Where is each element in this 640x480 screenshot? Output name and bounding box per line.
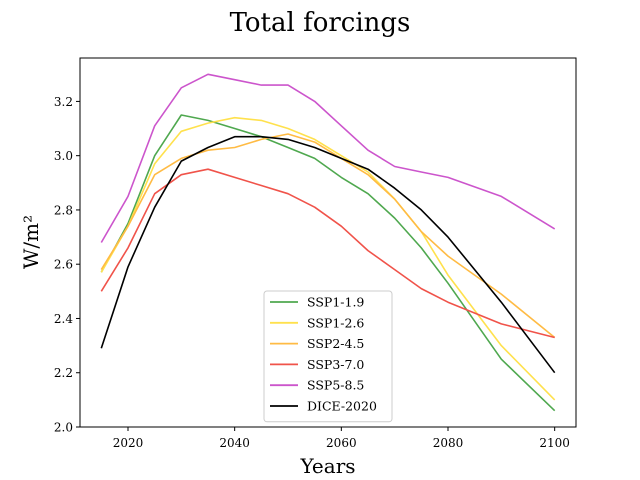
series-line-ssp5-8-5 [100, 73, 556, 243]
y-tick-label: 2.4 [54, 312, 73, 326]
x-axis-ticks: 2020 2040 2060 2080 2100 [113, 427, 570, 450]
x-axis-label: Years [299, 454, 355, 478]
legend: SSP1-1.9 SSP1-2.6 SSP2-4.5 SSP3-7.0 SSP5-8.5… [263, 290, 393, 423]
plot-frame [79, 57, 577, 428]
plot-series [100, 73, 556, 412]
legend-label-ssp3-7-0: SSP3-7.0 [307, 357, 364, 372]
series-line-ssp2-4-5 [100, 133, 556, 339]
legend-label-ssp1-1-9: SSP1-1.9 [307, 295, 364, 310]
chart-title: Total forcings [230, 8, 411, 38]
y-axis-label: W/m² [19, 215, 43, 269]
legend-label-ssp5-8-5: SSP5-8.5 [307, 378, 364, 393]
x-tick-label: 2040 [219, 436, 250, 450]
y-tick-label: 2.6 [54, 258, 73, 272]
y-tick-label: 3.0 [54, 149, 73, 163]
legend-label-dice-2020: DICE-2020 [307, 399, 377, 414]
x-tick-label: 2100 [539, 436, 570, 450]
series-line-ssp1-1-9 [100, 114, 556, 412]
series-line-dice-2020 [100, 135, 556, 374]
legend-label-ssp2-4-5: SSP2-4.5 [307, 336, 364, 351]
x-tick-label: 2020 [113, 436, 144, 450]
x-tick-label: 2080 [433, 436, 464, 450]
y-tick-label: 2.8 [54, 203, 73, 217]
y-axis-ticks: 2.0 2.2 2.4 2.6 2.8 3.0 3.2 [54, 95, 80, 435]
legend-label-ssp1-2-6: SSP1-2.6 [307, 315, 364, 330]
y-tick-label: 2.2 [54, 366, 73, 380]
legend-box [263, 290, 393, 423]
series-line-ssp1-2-6 [100, 116, 556, 401]
y-tick-label: 3.2 [54, 95, 73, 109]
x-tick-label: 2060 [326, 436, 357, 450]
y-tick-label: 2.0 [54, 421, 73, 435]
